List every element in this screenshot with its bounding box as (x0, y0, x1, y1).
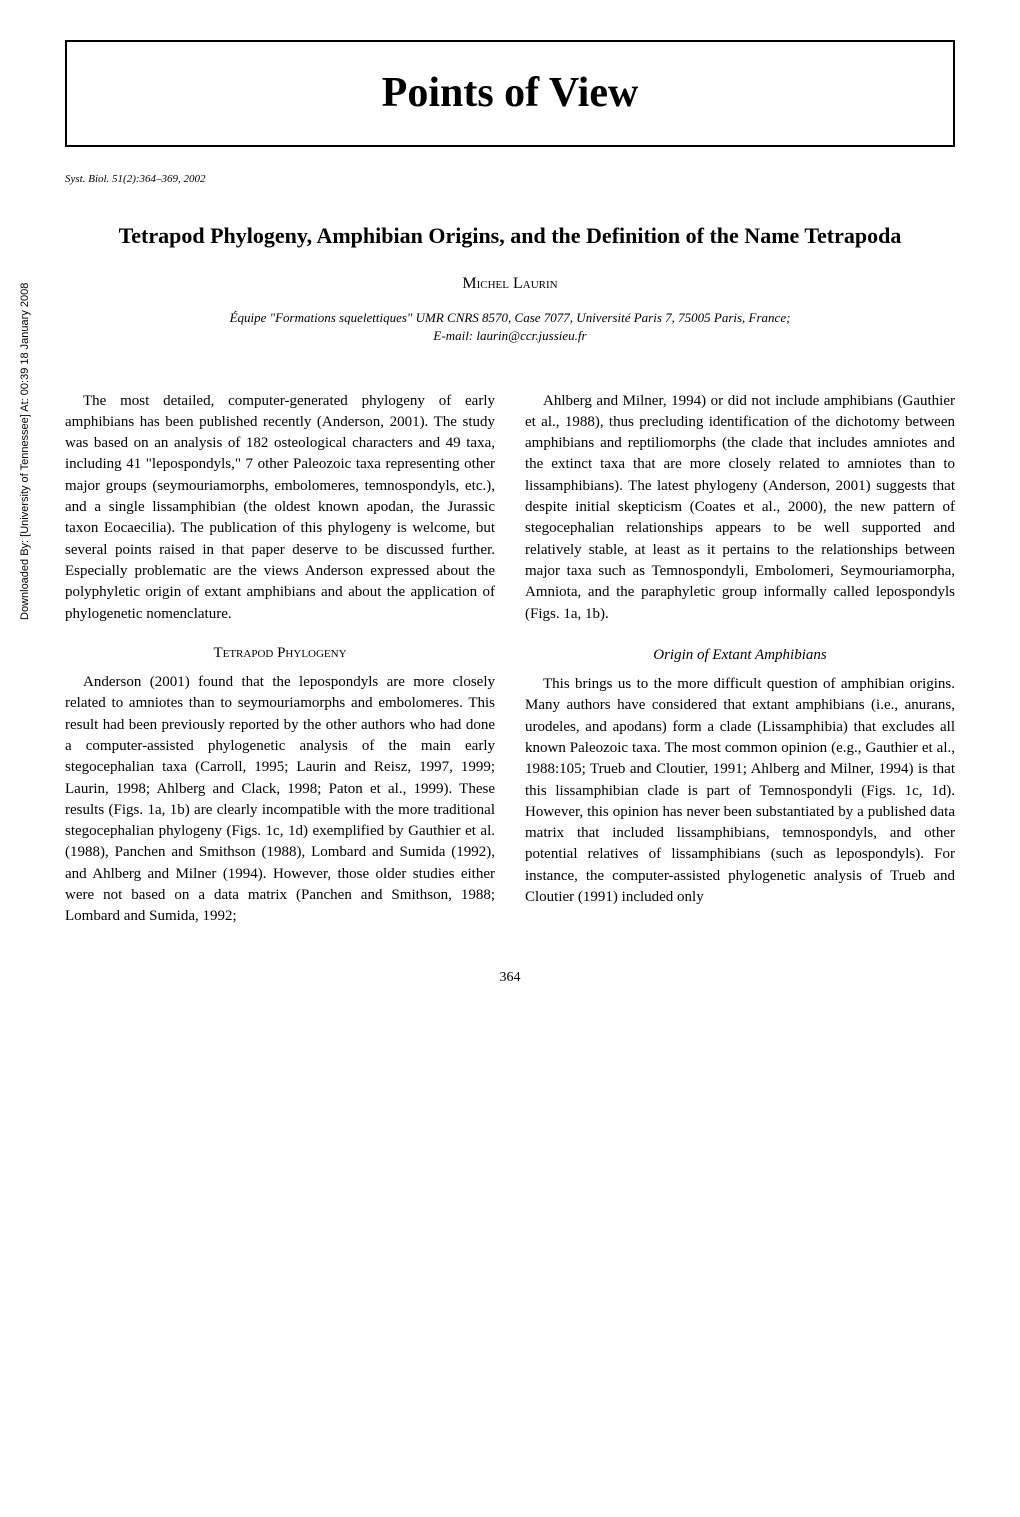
author-affiliation: Équipe "Formations squelettiques" UMR CN… (65, 309, 955, 345)
two-column-body: The most detailed, computer-generated ph… (65, 391, 955, 928)
affiliation-line-2: E-mail: laurin@ccr.jussieu.fr (433, 328, 586, 343)
subsection-heading-origin: Origin of Extant Amphibians (525, 645, 955, 666)
main-title: Points of View (97, 64, 923, 123)
download-sidebar: Downloaded By: [University of Tennessee]… (18, 283, 33, 620)
tetrapod-paragraph: Anderson (2001) found that the lepospond… (65, 672, 495, 928)
author-name: Michel Laurin (65, 273, 955, 295)
article-title: Tetrapod Phylogeny, Amphibian Origins, a… (65, 222, 955, 251)
journal-citation: Syst. Biol. 51(2):364–369, 2002 (65, 172, 955, 187)
page-number: 364 (65, 968, 955, 988)
intro-paragraph: The most detailed, computer-generated ph… (65, 391, 495, 625)
origin-paragraph: This brings us to the more difficult que… (525, 674, 955, 908)
left-column: The most detailed, computer-generated ph… (65, 391, 495, 928)
title-box: Points of View (65, 40, 955, 147)
right-column: Ahlberg and Milner, 1994) or did not inc… (525, 391, 955, 928)
section-heading-tetrapod: Tetrapod Phylogeny (65, 643, 495, 664)
right-continuation-paragraph: Ahlberg and Milner, 1994) or did not inc… (525, 391, 955, 625)
affiliation-line-1: Équipe "Formations squelettiques" UMR CN… (230, 310, 791, 325)
